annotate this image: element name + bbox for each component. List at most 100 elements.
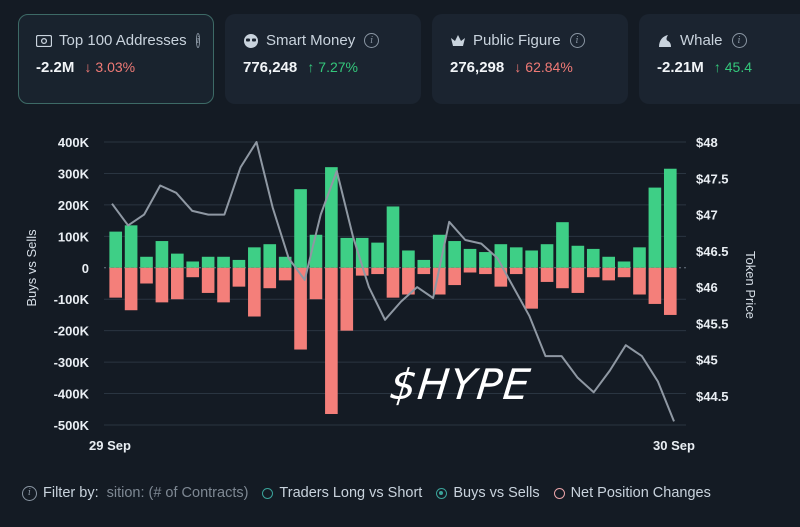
y-tick-label: 100K xyxy=(58,229,90,244)
card-whale[interactable]: Whale i -2.21M ↑ 45.4 xyxy=(639,14,800,104)
y2-tick-label: $47 xyxy=(696,208,718,223)
sell-bar[interactable] xyxy=(340,267,354,331)
buy-bar[interactable] xyxy=(217,256,230,268)
info-icon[interactable]: i xyxy=(731,33,747,48)
sell-bar[interactable] xyxy=(294,267,307,350)
sell-bar[interactable] xyxy=(171,267,184,300)
buy-bar[interactable] xyxy=(340,237,354,268)
buy-bar[interactable] xyxy=(155,241,169,268)
card-value: 276,298 xyxy=(450,59,505,76)
buy-bar[interactable] xyxy=(371,242,384,268)
bars xyxy=(109,167,677,414)
info-icon[interactable]: i xyxy=(195,33,201,48)
buy-bar[interactable] xyxy=(171,253,184,268)
filter-option-traders-long-vs-short[interactable]: Traders Long vs Short xyxy=(262,485,422,501)
sell-bar[interactable] xyxy=(617,267,631,278)
crown-icon xyxy=(450,33,466,49)
buy-bar[interactable] xyxy=(402,250,415,268)
y-tick-label: 200K xyxy=(58,198,90,213)
radio-icon[interactable] xyxy=(262,487,274,499)
radio-icon[interactable] xyxy=(553,487,565,499)
buy-bar[interactable] xyxy=(525,250,538,268)
buy-bar[interactable] xyxy=(617,261,631,268)
info-icon[interactable]: i xyxy=(364,33,380,48)
buy-bar[interactable] xyxy=(663,168,677,268)
sell-bar[interactable] xyxy=(494,267,508,287)
sell-bar[interactable] xyxy=(648,267,662,304)
buy-bar[interactable] xyxy=(263,244,277,268)
buy-bar[interactable] xyxy=(386,206,400,268)
sell-bar[interactable] xyxy=(556,267,569,289)
buy-bar[interactable] xyxy=(186,261,200,268)
sell-bar[interactable] xyxy=(540,267,554,282)
buy-bar[interactable] xyxy=(479,252,492,268)
sell-bar[interactable] xyxy=(663,267,677,315)
filter-option-buys-vs-sells[interactable]: Buys vs Sells xyxy=(436,485,540,501)
buy-bar[interactable] xyxy=(648,187,662,268)
buy-bar[interactable] xyxy=(448,241,461,268)
change-up: ↑ 7.27% xyxy=(307,59,358,75)
buy-bar[interactable] xyxy=(140,256,153,268)
filter-option-position[interactable]: sition: (# of Contracts) xyxy=(106,485,249,501)
buy-bar[interactable] xyxy=(294,189,307,268)
sell-bar[interactable] xyxy=(217,267,230,303)
buy-bar[interactable] xyxy=(355,237,369,268)
sell-bar[interactable] xyxy=(509,267,523,275)
buy-bar[interactable] xyxy=(586,248,600,268)
sell-bar[interactable] xyxy=(633,267,646,295)
y2-tick-label: $45.5 xyxy=(696,316,729,331)
sell-bar[interactable] xyxy=(186,267,200,278)
sell-bar[interactable] xyxy=(325,267,338,414)
buy-bar[interactable] xyxy=(494,244,508,268)
card-smart-money[interactable]: Smart Money i 776,248 ↑ 7.27% xyxy=(225,14,421,104)
card-title: Smart Money xyxy=(266,32,356,49)
buy-bar[interactable] xyxy=(124,225,138,268)
buy-bar[interactable] xyxy=(109,231,123,268)
sell-bar[interactable] xyxy=(463,267,477,273)
buy-bar[interactable] xyxy=(556,222,569,268)
buy-bar[interactable] xyxy=(201,256,215,268)
sell-bar[interactable] xyxy=(571,267,585,293)
sell-bar[interactable] xyxy=(448,267,461,286)
sell-bar[interactable] xyxy=(109,267,123,298)
card-public-figure[interactable]: Public Figure i 276,298 ↓ 62.84% xyxy=(432,14,628,104)
filter-option-net-position-changes[interactable]: Net Position Changes xyxy=(553,485,711,501)
info-icon[interactable]: i xyxy=(569,33,585,48)
buy-bar[interactable] xyxy=(232,259,246,268)
sell-bar[interactable] xyxy=(140,267,153,284)
price-line xyxy=(111,141,675,422)
sell-bar[interactable] xyxy=(386,267,400,298)
sell-bar[interactable] xyxy=(586,267,600,278)
sell-bar[interactable] xyxy=(155,267,169,303)
sell-bar[interactable] xyxy=(371,267,384,275)
sell-bar[interactable] xyxy=(479,267,492,275)
buy-bar[interactable] xyxy=(540,244,554,268)
buy-bar[interactable] xyxy=(278,256,292,268)
sell-bar[interactable] xyxy=(278,267,292,281)
card-top-100-addresses[interactable]: Top 100 Addresses i -2.2M ↓ 3.03% xyxy=(18,14,214,104)
sell-bar[interactable] xyxy=(355,267,369,276)
sell-bar[interactable] xyxy=(417,267,431,275)
buy-bar[interactable] xyxy=(509,247,523,268)
radio-selected-icon[interactable] xyxy=(436,487,448,499)
buy-bar[interactable] xyxy=(432,234,446,268)
sell-bar[interactable] xyxy=(402,267,415,295)
sell-bar[interactable] xyxy=(232,267,246,287)
buy-bar[interactable] xyxy=(417,259,431,268)
buy-bar[interactable] xyxy=(463,248,477,268)
sell-bar[interactable] xyxy=(309,267,323,300)
y-tick-label: -200K xyxy=(54,324,90,339)
sell-bar[interactable] xyxy=(525,267,538,309)
buy-bar[interactable] xyxy=(325,167,338,268)
buy-bar[interactable] xyxy=(633,247,646,268)
buy-bar[interactable] xyxy=(571,245,585,268)
buy-bar[interactable] xyxy=(602,256,615,268)
info-icon[interactable]: i xyxy=(22,485,37,501)
sell-bar[interactable] xyxy=(602,267,615,281)
sell-bar[interactable] xyxy=(263,267,277,289)
buy-bar[interactable] xyxy=(248,247,261,268)
sell-bar[interactable] xyxy=(248,267,261,317)
sell-bar[interactable] xyxy=(201,267,215,293)
buys-vs-sells-chart: 400K 300K 200K 100K 0 -100K -200K -300K -400K -50… xyxy=(24,135,758,453)
sell-bar[interactable] xyxy=(124,267,138,311)
